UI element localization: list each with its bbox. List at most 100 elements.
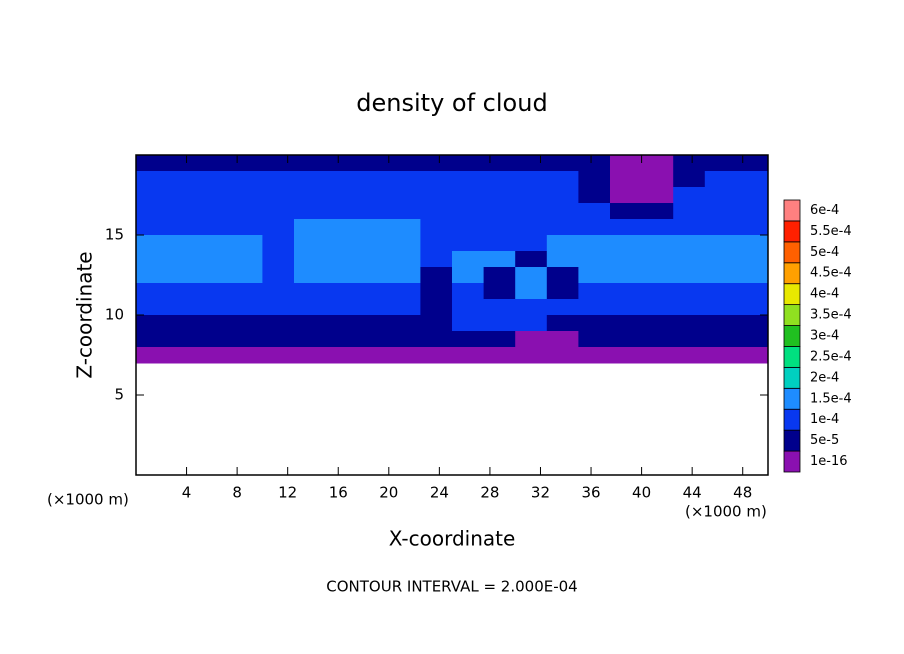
contour-cell [704,187,737,204]
contour-cell [610,283,643,300]
colorbar-label: 1e-4 [810,412,839,427]
contour-cell [452,331,485,348]
contour-cell [736,299,769,316]
contour-cell [610,235,643,252]
contour-cell [325,347,358,364]
x-unit: (×1000 m) [685,503,767,521]
colorbar-box [783,325,801,347]
contour-cell [136,235,169,252]
contour-cell [704,251,737,268]
colorbar-box [783,199,801,222]
contour-cell [704,299,737,316]
y-tick-label: 5 [114,386,124,404]
contour-cell [262,315,295,332]
contour-cell [325,235,358,252]
contour-cell [294,235,327,252]
contour-cell [641,267,674,284]
contour-cell [294,187,327,204]
contour-cell [262,155,295,172]
contour-cell [578,171,611,188]
contour-cell [294,347,327,364]
contour-cell [325,251,358,268]
contour-cell [199,155,232,172]
contour-cell [230,283,263,300]
contour-cell [704,235,737,252]
x-tick-label: 32 [531,484,550,502]
contour-cell [388,171,421,188]
contour-cell [167,331,200,348]
contour-cell [578,347,611,364]
contour-cell [546,299,579,316]
contour-cell [452,235,485,252]
colorbar-box [783,304,801,326]
contour-cell [483,187,516,204]
contour-cell [167,267,200,284]
contour-cell [199,251,232,268]
contour-cell [136,219,169,236]
contour-cell [610,219,643,236]
annotation: CONTOUR INTERVAL = 2.000E-04 [326,578,577,596]
contour-cell [483,235,516,252]
contour-cell [199,187,232,204]
contour-cell [294,299,327,316]
contour-cell [452,315,485,332]
contour-cell [704,219,737,236]
contour-cell [641,347,674,364]
contour-cell [483,267,516,284]
contour-cell [483,347,516,364]
contour-cell [546,219,579,236]
contour-cell [388,283,421,300]
x-axis-label: X-coordinate [389,527,516,551]
contour-cell [420,203,453,220]
contour-cell [515,171,548,188]
contour-cell [230,347,263,364]
contour-cell [388,347,421,364]
contour-cell [199,171,232,188]
contour-cell [199,235,232,252]
contour-cell [136,267,169,284]
contour-cell [641,171,674,188]
contour-cell [420,187,453,204]
contour-cell [515,331,548,348]
colorbar-label: 6e-4 [810,203,839,218]
contour-cell [136,299,169,316]
contour-cell [515,203,548,220]
colorbar-label: 4e-4 [810,287,839,302]
contour-cell [357,187,390,204]
contour-cell [641,315,674,332]
contour-cell [294,283,327,300]
contour-cell [294,171,327,188]
contour-cell [673,347,706,364]
contour-cell [736,251,769,268]
contour-cell [578,251,611,268]
contour-cell [167,155,200,172]
contour-cell [136,171,169,188]
contour-cell [483,203,516,220]
contour-cell [704,203,737,220]
colorbar-box [783,429,801,452]
contour-cell [136,203,169,220]
contour-cell [736,155,769,172]
contour-cell [546,171,579,188]
contour-cell [546,283,579,300]
colorbar-label: 2e-4 [810,370,839,385]
x-tick-label: 48 [733,484,752,502]
contour-cell [610,347,643,364]
y-unit: (×1000 m) [47,491,129,509]
contour-cell [546,203,579,220]
contour-cell [294,219,327,236]
contour-cell [483,251,516,268]
contour-cell [325,187,358,204]
contour-cell [546,251,579,268]
y-axis-label: Z-coordinate [73,251,97,378]
contour-cell [641,331,674,348]
contour-cell [294,315,327,332]
contour-cell [325,267,358,284]
contour-cell [578,283,611,300]
contour-cell [357,347,390,364]
contour-cell [294,267,327,284]
contour-cell [578,155,611,172]
contour-cell [357,219,390,236]
contour-cell [167,347,200,364]
contour-cell [736,203,769,220]
